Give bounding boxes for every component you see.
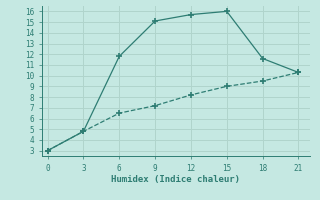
X-axis label: Humidex (Indice chaleur): Humidex (Indice chaleur) (111, 175, 241, 184)
